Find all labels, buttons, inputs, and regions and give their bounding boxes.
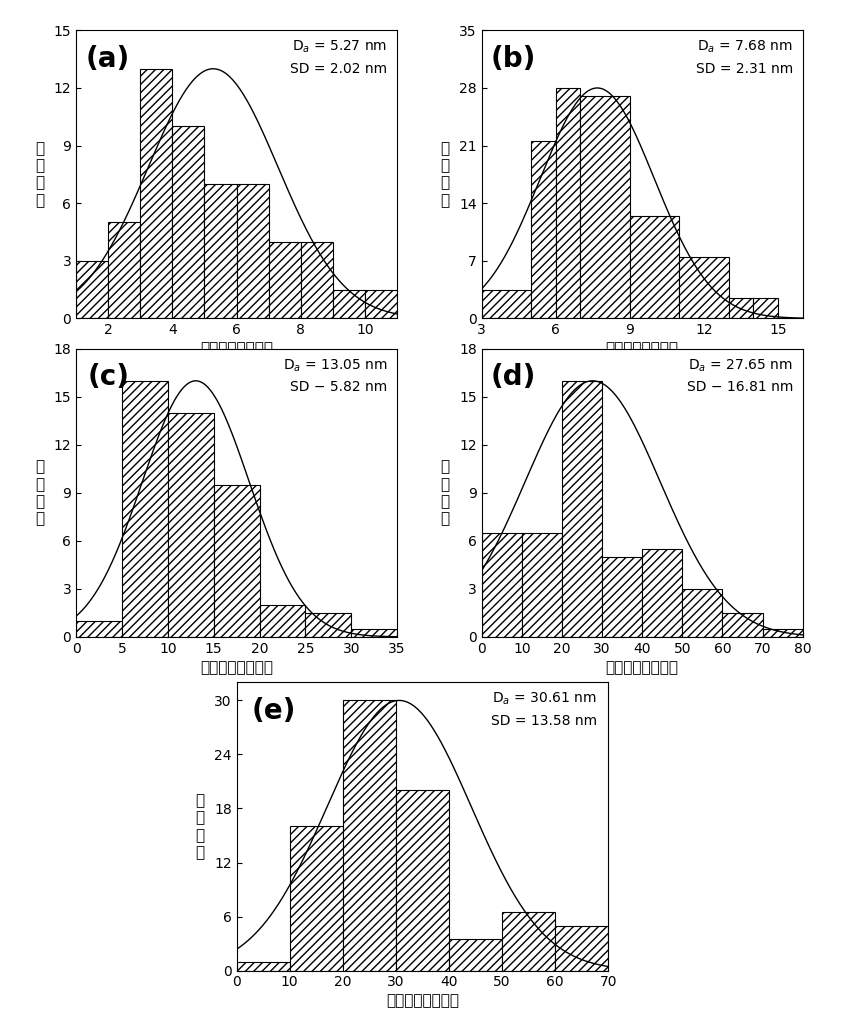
Text: D$_a$ = 5.27 nm
SD = 2.02 nm: D$_a$ = 5.27 nm SD = 2.02 nm [290, 39, 387, 76]
Text: (a): (a) [86, 44, 130, 73]
Bar [172, 126, 204, 318]
Bar [629, 215, 679, 318]
X-axis label: 粒径大小（纳米）: 粒径大小（纳米） [386, 994, 458, 1009]
Bar [343, 701, 396, 971]
Y-axis label: 相
对
频
率: 相 对 频 率 [35, 141, 44, 208]
Bar [641, 549, 682, 637]
X-axis label: 粒径大小（纳米）: 粒径大小（纳米） [605, 660, 678, 675]
Bar [522, 533, 561, 637]
Bar [300, 242, 333, 318]
Bar [76, 261, 108, 318]
Bar [108, 222, 140, 318]
Bar [555, 88, 580, 318]
Y-axis label: 相
对
频
率: 相 对 频 率 [195, 793, 204, 860]
Bar [204, 184, 236, 318]
Bar [214, 485, 259, 637]
Bar [236, 184, 268, 318]
Bar [351, 629, 397, 637]
X-axis label: 粒径大小（纳米）: 粒径大小（纳米） [200, 660, 273, 675]
X-axis label: 粒径大小（纳米）: 粒径大小（纳米） [200, 342, 273, 357]
Text: (c): (c) [87, 363, 129, 391]
Y-axis label: 相
对
频
率: 相 对 频 率 [35, 459, 44, 527]
Text: D$_a$ = 13.05 nm
SD − 5.82 nm: D$_a$ = 13.05 nm SD − 5.82 nm [283, 358, 387, 394]
Bar [601, 557, 641, 637]
Bar [555, 925, 608, 971]
Bar [501, 912, 555, 971]
Bar [481, 289, 530, 318]
Text: D$_a$ = 30.61 nm
SD = 13.58 nm: D$_a$ = 30.61 nm SD = 13.58 nm [490, 692, 597, 728]
Bar [289, 827, 343, 971]
Bar [728, 298, 753, 318]
Text: (b): (b) [490, 44, 536, 73]
Bar [259, 605, 305, 637]
Text: D$_a$ = 7.68 nm
SD = 2.31 nm: D$_a$ = 7.68 nm SD = 2.31 nm [695, 39, 793, 76]
Bar [305, 613, 351, 637]
Bar [76, 621, 122, 637]
Bar [530, 142, 555, 318]
X-axis label: 粒径大小（纳米）: 粒径大小（纳米） [605, 342, 678, 357]
Bar [236, 961, 289, 971]
Text: (e): (e) [252, 697, 295, 725]
Bar [753, 298, 777, 318]
Y-axis label: 相
对
频
率: 相 对 频 率 [440, 459, 449, 527]
Bar [679, 257, 728, 318]
Bar [580, 96, 629, 318]
Bar [168, 412, 214, 637]
Bar [448, 939, 501, 971]
Bar [122, 381, 168, 637]
Text: D$_a$ = 27.65 nm
SD − 16.81 nm: D$_a$ = 27.65 nm SD − 16.81 nm [686, 358, 793, 394]
Bar [268, 242, 300, 318]
Y-axis label: 相
对
频
率: 相 对 频 率 [441, 141, 449, 208]
Bar [365, 289, 397, 318]
Text: (d): (d) [490, 363, 536, 391]
Bar [722, 613, 762, 637]
Bar [682, 588, 722, 637]
Bar [481, 533, 522, 637]
Bar [333, 289, 365, 318]
Bar [396, 791, 448, 971]
Bar [561, 381, 602, 637]
Bar [762, 629, 802, 637]
Bar [140, 69, 172, 318]
